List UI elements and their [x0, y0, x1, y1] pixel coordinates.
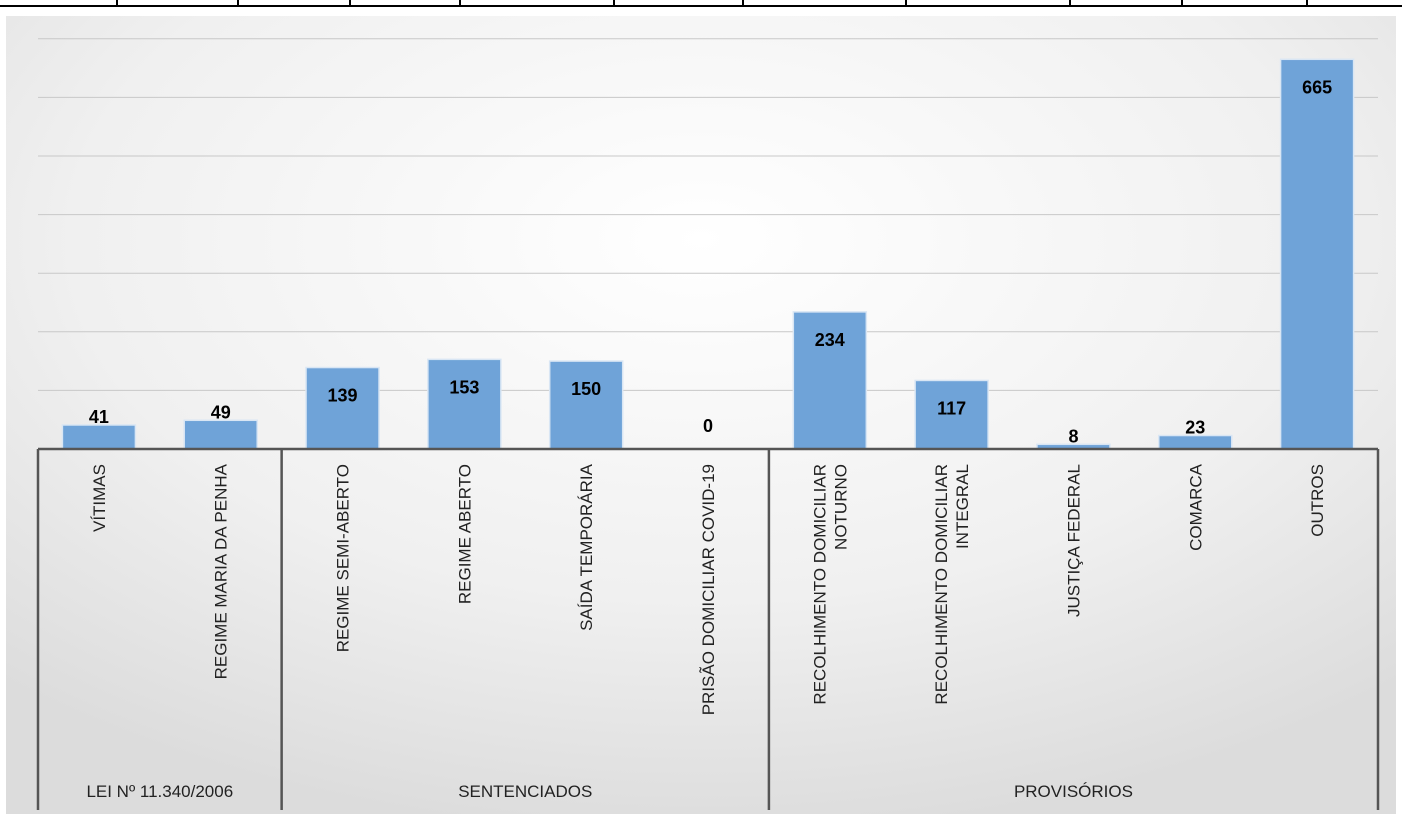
category-label: INTEGRAL: [953, 464, 972, 549]
category-label: RECOLHIMENTO DOMICILIAR: [932, 464, 951, 705]
bar: [1281, 59, 1354, 449]
value-label: 49: [211, 402, 231, 422]
bar: [184, 420, 257, 449]
category-label: JUSTIÇA FEDERAL: [1064, 464, 1083, 617]
top-table-strip: [0, 0, 1402, 6]
group-label: PROVISÓRIOS: [1014, 782, 1133, 801]
category-label: PRISÃO DOMICILIAR COVID-19: [699, 464, 718, 715]
value-label: 23: [1185, 418, 1205, 438]
value-label: 150: [571, 379, 601, 399]
category-label: REGIME MARIA DA PENHA: [212, 463, 231, 679]
bar: [550, 361, 623, 449]
bar: [306, 368, 379, 449]
value-label: 139: [328, 386, 358, 406]
category-label: COMARCA: [1186, 463, 1205, 551]
category-label: REGIME SEMI-ABERTO: [334, 464, 353, 652]
category-label: VÍTIMAS: [90, 464, 109, 532]
category-label: SAÍDA TEMPORÁRIA: [577, 463, 596, 631]
category-label: REGIME ABERTO: [455, 464, 474, 604]
value-label: 8: [1068, 426, 1078, 446]
category-label: OUTROS: [1308, 464, 1327, 537]
group-label: SENTENCIADOS: [458, 782, 592, 801]
bar: [1159, 436, 1232, 449]
category-label: RECOLHIMENTO DOMICILIAR: [810, 464, 829, 705]
value-label: 665: [1302, 77, 1332, 97]
bar: [428, 359, 501, 449]
category-label: NOTURNO: [831, 464, 850, 550]
group-label: LEI Nº 11.340/2006: [86, 782, 233, 801]
value-label: 41: [89, 407, 109, 427]
bar: [62, 425, 135, 449]
value-label: 117: [937, 398, 966, 418]
value-label: 153: [449, 377, 479, 397]
value-label: 0: [703, 416, 713, 436]
value-label: 234: [815, 330, 845, 350]
